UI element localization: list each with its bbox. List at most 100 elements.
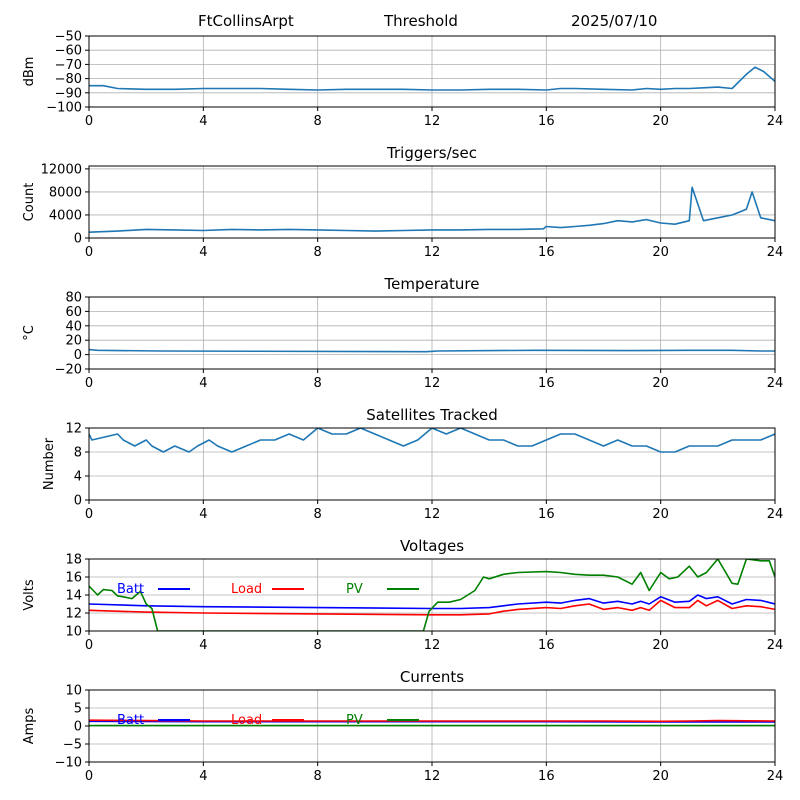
x-tick-label: 4	[199, 114, 207, 129]
x-tick-label: 4	[199, 245, 207, 260]
y-tick-label: 8000	[49, 185, 82, 200]
x-tick-label: 12	[424, 638, 441, 653]
y-tick-label: 4	[74, 470, 82, 485]
chart-title: Voltages	[400, 537, 464, 555]
x-tick-label: 24	[767, 114, 784, 129]
x-tick-label: 0	[85, 507, 93, 522]
y-tick-label: 12	[65, 422, 82, 437]
x-tick-label: 20	[652, 507, 669, 522]
y-tick-label: 4000	[49, 208, 82, 223]
series-line-pv	[89, 559, 775, 631]
y-tick-label: 0	[74, 494, 82, 509]
x-tick-label: 8	[314, 638, 322, 653]
y-tick-label: −100	[46, 101, 82, 116]
y-tick-label: 0	[74, 232, 82, 247]
y-tick-label: 16	[65, 571, 82, 586]
header-date: 2025/07/10	[571, 12, 658, 30]
chart-title: Satellites Tracked	[366, 406, 497, 424]
x-tick-label: 4	[199, 638, 207, 653]
x-tick-label: 0	[85, 376, 93, 391]
y-axis-label: Volts	[22, 579, 37, 611]
x-tick-label: 16	[538, 769, 555, 784]
series-line-load	[89, 719, 775, 723]
x-tick-label: 4	[199, 507, 207, 522]
chart-currents: 0 4 8 12 16 20 24 −10 −5 0 5 10 Currents Amps Batt Load…	[22, 668, 783, 784]
x-tick-label: 12	[424, 245, 441, 260]
x-tick-label: 20	[652, 376, 669, 391]
x-tick-label: 24	[767, 638, 784, 653]
y-tick-label: 40	[65, 319, 82, 334]
legend-label-pv: PV	[346, 713, 363, 728]
y-tick-label: 10	[65, 625, 82, 640]
x-tick-label: 24	[767, 769, 784, 784]
y-tick-label: −70	[55, 58, 82, 73]
page-header: FtCollinsArpt Threshold 2025/07/10	[0, 0, 800, 40]
x-tick-label: 20	[652, 245, 669, 260]
chart-title: Temperature	[383, 275, 479, 293]
x-tick-label: 0	[85, 114, 93, 129]
x-tick-label: 24	[767, 507, 784, 522]
y-axis-label: dBm	[22, 57, 37, 87]
chart-title: Currents	[400, 668, 464, 686]
x-tick-label: 0	[85, 638, 93, 653]
y-tick-label: 8	[74, 446, 82, 461]
x-tick-label: 8	[314, 245, 322, 260]
y-axis-label: Number	[42, 437, 57, 490]
series-line-load	[89, 599, 775, 616]
x-tick-label: 0	[85, 245, 93, 260]
y-tick-label: −60	[55, 44, 82, 59]
y-tick-label: 60	[65, 305, 82, 320]
series-line	[89, 66, 775, 91]
legend-label-batt: Batt	[117, 713, 144, 728]
y-tick-label: 20	[65, 334, 82, 349]
y-tick-label: 80	[65, 291, 82, 306]
y-tick-label: 0	[74, 720, 82, 735]
x-tick-label: 16	[538, 114, 555, 129]
x-tick-label: 16	[538, 638, 555, 653]
chart-threshold: 0 4 8 12 16 20 24 −100−90−80−70−60−50 dBm	[22, 30, 783, 130]
legend-label-batt: Batt	[117, 582, 144, 597]
x-tick-label: 12	[424, 769, 441, 784]
y-tick-label: −80	[55, 72, 82, 87]
x-tick-label: 24	[767, 245, 784, 260]
y-axis-label: Amps	[22, 707, 37, 744]
chart-voltages: 0 4 8 12 16 20 24 10 12 14 16 18 Voltages Volts Batt Lo…	[22, 537, 783, 653]
y-tick-label: −90	[55, 86, 82, 101]
series-line	[89, 186, 775, 233]
x-tick-label: 12	[424, 114, 441, 129]
x-tick-label: 20	[652, 638, 669, 653]
y-tick-label: 12	[65, 607, 82, 622]
chart-title: Triggers/sec	[386, 144, 477, 162]
y-tick-label: −5	[63, 738, 82, 753]
x-tick-label: 4	[199, 376, 207, 391]
y-tick-label: 18	[65, 553, 82, 568]
legend-label-load: Load	[231, 713, 262, 728]
x-tick-label: 12	[424, 376, 441, 391]
x-tick-label: 8	[314, 507, 322, 522]
x-tick-label: 12	[424, 507, 441, 522]
header-label: Threshold	[384, 12, 458, 30]
station-name: FtCollinsArpt	[198, 12, 294, 30]
x-tick-label: 8	[314, 114, 322, 129]
x-tick-label: 16	[538, 376, 555, 391]
legend-label-load: Load	[231, 582, 262, 597]
y-axis-label: °C	[22, 325, 37, 341]
y-tick-label: 5	[74, 702, 82, 717]
y-tick-label: −20	[55, 363, 82, 378]
x-tick-label: 20	[652, 769, 669, 784]
y-tick-label: 12000	[41, 162, 82, 177]
chart-satellites: 0 4 8 12 16 20 24 0 4 8 12 Satellites Tracked Number	[42, 406, 783, 522]
x-tick-label: 0	[85, 769, 93, 784]
y-tick-label: 0	[74, 348, 82, 363]
y-tick-label: −10	[55, 756, 82, 771]
x-tick-label: 8	[314, 769, 322, 784]
chart-triggers: 0 4 8 12 16 20 24 0 4000 8000 12000 Triggers/sec Cou…	[22, 144, 783, 260]
series-line	[89, 428, 775, 453]
x-tick-label: 4	[199, 769, 207, 784]
y-axis-label: Count	[22, 183, 37, 222]
series-line	[89, 348, 775, 353]
y-tick-label: 14	[65, 589, 82, 604]
y-tick-label: 10	[65, 684, 82, 699]
